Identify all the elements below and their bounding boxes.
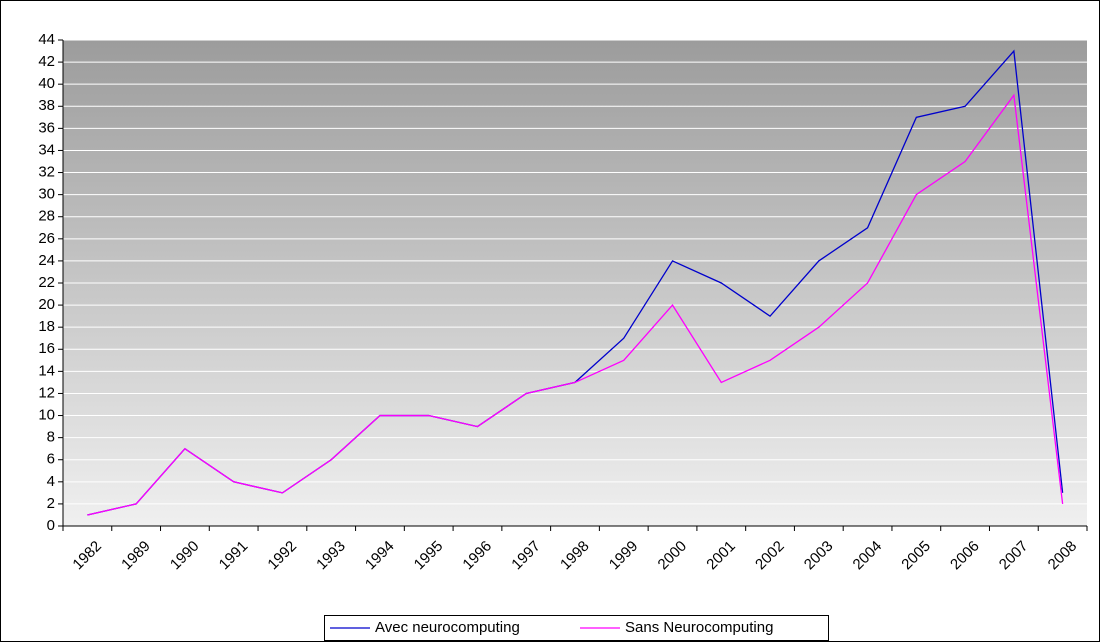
series-line (87, 93, 1064, 516)
y-tick-label: 42 (38, 53, 55, 70)
y-tick-label: 24 (38, 252, 55, 269)
y-tick-label: 0 (47, 517, 55, 534)
y-tick-label: 26 (38, 230, 55, 247)
y-tick-label: 18 (38, 318, 55, 335)
y-tick-label: 12 (38, 384, 55, 401)
y-tick-label: 22 (38, 274, 55, 291)
legend-label: Sans Neurocomputing (625, 619, 773, 636)
legend-label: Avec neurocomputing (375, 619, 520, 636)
y-tick-label: 40 (38, 75, 55, 92)
y-tick-label: 30 (38, 186, 55, 203)
y-tick-label: 28 (38, 208, 55, 225)
y-tick-label: 2 (47, 495, 55, 512)
y-tick-label: 6 (47, 451, 55, 468)
legend: Avec neurocomputing Sans Neurocomputing (324, 615, 829, 641)
y-tick-label: 8 (47, 429, 55, 446)
y-tick-label: 38 (38, 97, 55, 114)
y-tick-label: 36 (38, 119, 55, 136)
y-tick-label: 44 (38, 31, 55, 48)
y-tick-label: 16 (38, 340, 55, 357)
y-tick-label: 4 (47, 473, 55, 490)
y-tick-label: 10 (38, 407, 55, 424)
y-tick-label: 20 (38, 296, 55, 313)
y-tick-label: 34 (38, 141, 55, 158)
legend-box (324, 615, 829, 641)
y-tick-label: 32 (38, 164, 55, 181)
y-tick-label: 14 (38, 362, 55, 379)
